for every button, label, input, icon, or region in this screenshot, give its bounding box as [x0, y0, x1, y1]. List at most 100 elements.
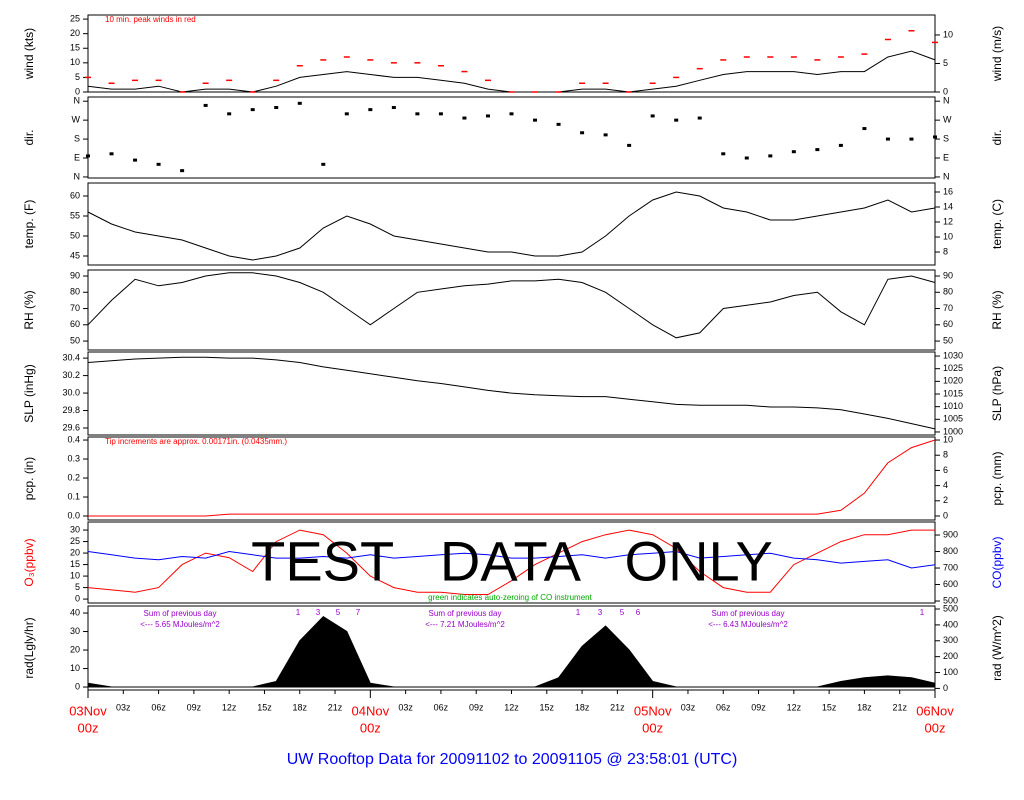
- y2-axis-label: CO(ppbv): [990, 536, 1004, 588]
- point: [415, 112, 420, 116]
- y2-tick-label: 0: [943, 510, 948, 520]
- y2-tick-label: 100: [943, 667, 958, 677]
- line: [87, 529, 935, 595]
- point: [133, 158, 138, 162]
- y-tick-label: 0: [75, 593, 80, 603]
- y2-tick-label: 300: [943, 635, 958, 645]
- y2-tick-label: 14: [943, 201, 953, 211]
- point: [368, 108, 373, 112]
- y2-tick-label: 10: [943, 434, 953, 444]
- line: [87, 272, 936, 339]
- hour-mark: 5: [620, 608, 625, 617]
- hour-mark: 3: [316, 608, 321, 617]
- y2-tick-label: 200: [943, 651, 958, 661]
- y-tick-label: 40: [70, 607, 80, 617]
- y2-tick-label: W: [943, 115, 952, 125]
- line: [88, 439, 936, 517]
- y-tick-label: 25: [70, 536, 80, 546]
- point: [533, 118, 538, 122]
- point: [556, 122, 561, 126]
- y-tick-label: 10: [70, 57, 80, 67]
- y2-axis-label: SLP (hPa): [990, 366, 1004, 421]
- x-tick-label: 18z: [575, 702, 590, 712]
- y-tick-label: 30.2: [62, 370, 80, 380]
- note: green indicates auto-zeroing of CO instr…: [428, 593, 592, 602]
- y2-tick-label: 400: [943, 619, 958, 629]
- panel-frame: [87, 436, 936, 521]
- x-tick-label: 12z: [504, 702, 519, 712]
- annotation: 10 min. peak winds in red: [105, 15, 196, 24]
- point: [933, 135, 937, 139]
- y2-tick-label: 8: [943, 246, 948, 256]
- y-tick-label: 30: [70, 626, 80, 636]
- y2-tick-label: 80: [943, 287, 953, 297]
- y-tick-label: 0.4: [67, 434, 80, 444]
- y2-tick-label: 10: [943, 231, 953, 241]
- point: [109, 152, 114, 156]
- hour-mark: 1: [296, 608, 301, 617]
- y-tick-label: 10: [70, 663, 80, 673]
- area: [87, 616, 936, 688]
- y2-tick-label: 4: [943, 480, 948, 490]
- y-tick-label: 50: [70, 230, 80, 240]
- point: [203, 103, 208, 107]
- point: [885, 137, 890, 141]
- annotation: Tip increments are approx. 0.00171in. (0…: [105, 437, 287, 446]
- y-tick-label: N: [74, 96, 81, 106]
- point: [438, 112, 443, 116]
- y-tick-label: 80: [70, 287, 80, 297]
- y-axis-label: O₃(ppbv): [22, 538, 36, 586]
- day-tick-label: 00z: [642, 720, 663, 735]
- x-tick-label: 03z: [116, 702, 131, 712]
- daily-sum-label: Sum of previous day: [144, 609, 217, 618]
- y2-tick-label: 90: [943, 270, 953, 280]
- y-tick-label: 30.0: [62, 387, 80, 397]
- x-tick-label: 09z: [187, 702, 202, 712]
- y-tick-label: 0: [75, 681, 80, 691]
- y2-tick-label: 0: [943, 86, 948, 96]
- point: [462, 116, 467, 120]
- y2-tick-label: 1005: [943, 414, 963, 424]
- daily-sum-label: Sum of previous day: [712, 609, 785, 618]
- y2-tick-label: N: [943, 171, 950, 181]
- day-tick-date: 04Nov: [352, 703, 390, 718]
- x-tick-label: 15z: [257, 702, 272, 712]
- x-tick-label: 21z: [328, 702, 343, 712]
- y2-tick-label: 8: [943, 450, 948, 460]
- y2-tick-label: 1020: [943, 376, 963, 386]
- hour-mark: 5: [336, 608, 341, 617]
- y2-tick-label: 70: [943, 303, 953, 313]
- y-axis-label: SLP (inHg): [22, 364, 36, 422]
- line: [87, 550, 936, 569]
- x-tick-label: 06z: [434, 702, 449, 712]
- y-tick-label: 5: [75, 72, 80, 82]
- x-tick-label: 15z: [822, 702, 837, 712]
- y2-tick-label: 700: [943, 562, 958, 572]
- y-axis-label: temp. (F): [22, 200, 36, 249]
- y-tick-label: S: [74, 133, 80, 143]
- y-tick-label: 0.0: [67, 510, 80, 520]
- y-axis-label: RH (%): [22, 290, 36, 329]
- point: [744, 156, 749, 160]
- point: [156, 162, 161, 166]
- y-tick-label: 20: [70, 547, 80, 557]
- point: [674, 118, 679, 122]
- point: [86, 154, 90, 158]
- y-tick-label: 0.2: [67, 472, 80, 482]
- y-tick-label: 15: [70, 559, 80, 569]
- panel-frame: [87, 96, 936, 179]
- day-tick-date: 06Nov: [916, 703, 954, 718]
- day-tick-label: 00z: [360, 720, 381, 735]
- y2-axis-label: pcp. (mm): [990, 451, 1004, 505]
- x-tick-label: 18z: [292, 702, 307, 712]
- y-axis-label: pcp. (in): [22, 457, 36, 500]
- x-tick-label: 12z: [787, 702, 802, 712]
- y-tick-label: 20: [70, 28, 80, 38]
- point: [297, 101, 302, 105]
- y2-tick-label: 5: [943, 58, 948, 68]
- y-axis-label: rad(Lgly/hr): [22, 617, 36, 678]
- point: [227, 112, 232, 116]
- y2-tick-label: 2: [943, 495, 948, 505]
- day-tick-label: 00z: [925, 720, 946, 735]
- y2-tick-label: 1030: [943, 350, 963, 360]
